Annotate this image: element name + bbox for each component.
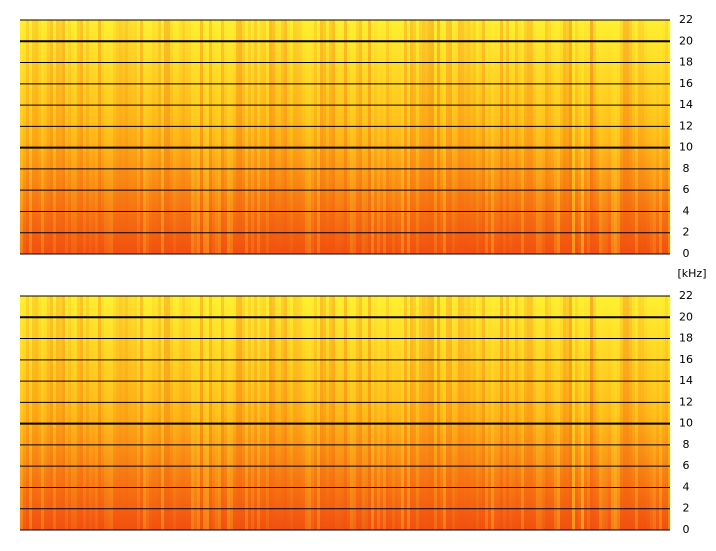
- y-tick-label: 4: [683, 204, 690, 217]
- y-tick-label: 16: [679, 353, 693, 366]
- y-tick-label: 2: [683, 226, 690, 239]
- y-tick-label: 22: [679, 13, 693, 26]
- y-tick-label: 12: [679, 119, 693, 132]
- y-tick-label: 20: [679, 34, 693, 47]
- spectrogram-image: [20, 296, 671, 530]
- y-tick-label: 4: [683, 480, 690, 493]
- y-tick-label: 8: [683, 438, 690, 451]
- y-tick-label: 14: [679, 374, 693, 387]
- y-tick-label: 10: [679, 417, 693, 430]
- y-tick-label: 22: [679, 289, 693, 302]
- y-tick-label: 10: [679, 141, 693, 154]
- y-tick-label: 8: [683, 162, 690, 175]
- y-tick-label: 18: [679, 332, 693, 345]
- y-tick-label: 14: [679, 98, 693, 111]
- y-tick-label: 0: [683, 523, 690, 536]
- y-tick-label: 16: [679, 77, 693, 90]
- y-tick-label: 2: [683, 502, 690, 515]
- y-tick-label: 0: [683, 247, 690, 260]
- spectrogram-image: [20, 20, 671, 254]
- y-tick-label: 12: [679, 395, 693, 408]
- y-tick-label: 18: [679, 56, 693, 69]
- y-tick-label: 20: [679, 310, 693, 323]
- y-tick-label: 6: [683, 459, 690, 472]
- y-axis-label: [kHz]: [678, 267, 707, 280]
- y-tick-label: 6: [683, 183, 690, 196]
